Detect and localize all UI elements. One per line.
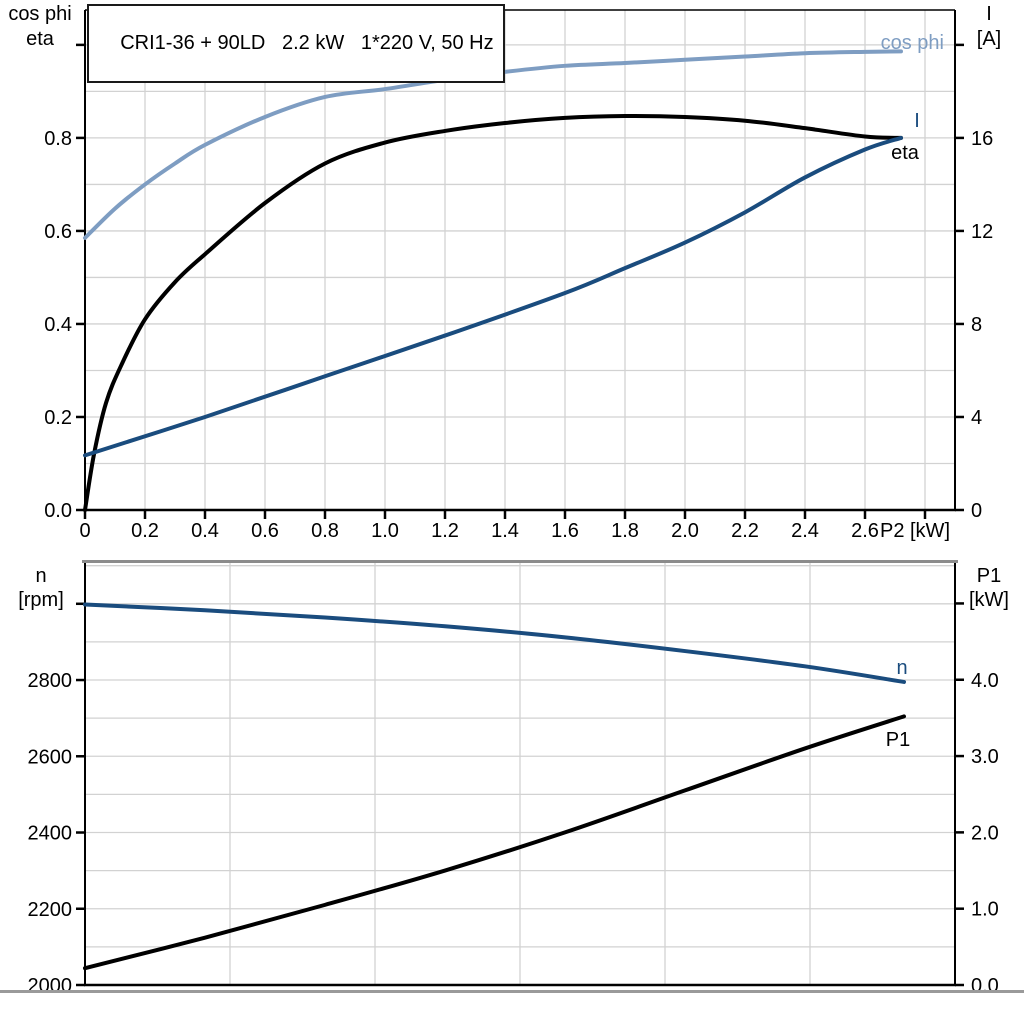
- tick-label-x: 2.2: [731, 520, 759, 542]
- n-curve: [83, 602, 906, 684]
- top-right-axis-title: I [A]: [958, 2, 1020, 52]
- tick-label-x: 0.2: [131, 520, 159, 542]
- axis-title-line: [kW]: [969, 589, 1009, 611]
- axis-title-line: cos phi: [8, 3, 72, 25]
- tick-label-right: 12: [971, 221, 993, 243]
- tick-label-x: 1.2: [431, 520, 459, 542]
- chart-title-box: CRI1-36 + 90LD 2.2 kW 1*220 V, 50 Hz: [87, 4, 505, 83]
- tick-label-x: 0.6: [251, 520, 279, 542]
- tick-label-right: 0: [971, 500, 982, 522]
- x-axis-label: P2 [kW]: [880, 520, 950, 542]
- tick-label-x: 0: [79, 520, 90, 542]
- tick-label-right: 0.0: [971, 975, 999, 997]
- top-left-axis-title: cos phi eta: [0, 2, 80, 52]
- tick-label-right: 1.0: [971, 899, 999, 921]
- tick-label-left: 2000: [28, 975, 73, 997]
- tick-label-x: 1.8: [611, 520, 639, 542]
- tick-label-left: 0.4: [44, 314, 72, 336]
- tick-label-x: 2.4: [791, 520, 819, 542]
- bottom-left-axis-title: n [rpm]: [4, 564, 78, 612]
- tick-label-left: 2400: [28, 823, 73, 845]
- tick-label-right: 3.0: [971, 746, 999, 768]
- tick-label-x: 2.0: [671, 520, 699, 542]
- tick-label-right: 4.0: [971, 670, 999, 692]
- eta-curve: [83, 114, 903, 512]
- tick-label-x: 2.6: [851, 520, 879, 542]
- eta-curve-label: eta: [891, 142, 919, 164]
- tick-label-left: 2200: [28, 899, 73, 921]
- axis-title-line: I: [986, 3, 992, 25]
- bottom-right-axis-title: P1 [kW]: [958, 564, 1020, 612]
- axis-title-line: P1: [976, 565, 1002, 587]
- tick-label-left: 0.6: [44, 221, 72, 243]
- p1-curve: [83, 714, 906, 971]
- tick-label-right: 2.0: [971, 822, 999, 844]
- tick-label-left: 0.0: [44, 500, 72, 522]
- chart-title: CRI1-36 + 90LD 2.2 kW 1*220 V, 50 Hz: [120, 32, 494, 54]
- tick-label-left: 0.2: [44, 407, 72, 429]
- tick-label-x: 0.4: [191, 520, 219, 542]
- tick-label-x: 1.0: [371, 520, 399, 542]
- tick-label-left: 0.8: [44, 128, 72, 150]
- tick-label-right: 4: [971, 407, 982, 429]
- tick-label-x: 1.4: [491, 520, 519, 542]
- p1-curve-label: P1: [885, 729, 911, 751]
- i-curve: [83, 135, 903, 458]
- current-curve-label: I: [914, 110, 920, 132]
- tick-label-x: 0.8: [311, 520, 339, 542]
- cos-phi-curve-label: cos phi: [880, 32, 944, 54]
- axis-title-line: [rpm]: [18, 589, 64, 611]
- tick-label-x: 1.6: [551, 520, 579, 542]
- speed-curve-label: n: [896, 657, 908, 679]
- tick-label-right: 8: [971, 314, 982, 336]
- axis-title-line: n: [35, 565, 47, 587]
- axis-title-line: eta: [26, 28, 54, 50]
- tick-label-right: 16: [971, 128, 993, 150]
- axis-title-line: [A]: [976, 28, 1002, 50]
- tick-label-left: 2600: [28, 746, 73, 768]
- tick-label-left: 2800: [28, 670, 73, 692]
